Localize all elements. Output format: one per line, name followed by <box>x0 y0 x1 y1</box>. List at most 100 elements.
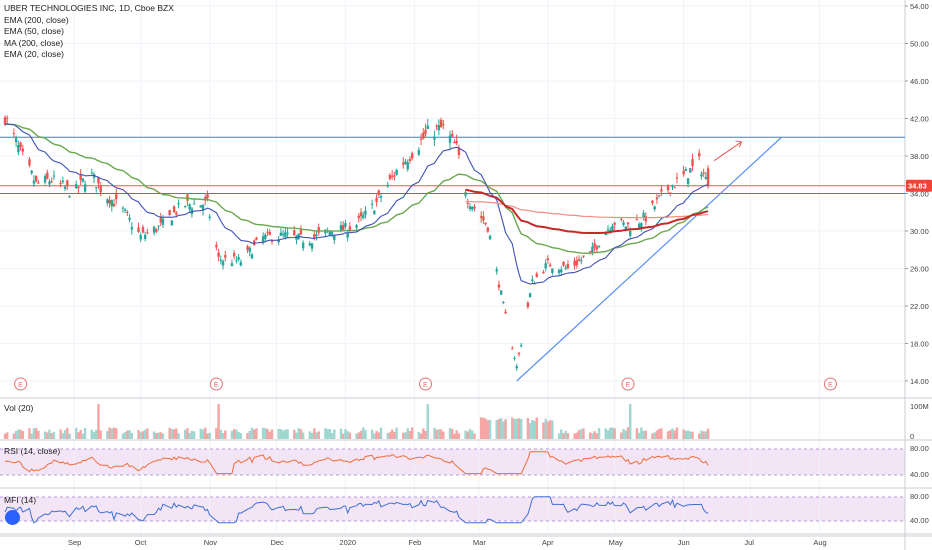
candle-body <box>408 158 412 161</box>
tradingview-logo-icon[interactable] <box>5 510 20 525</box>
volume-bar <box>137 429 140 439</box>
candle-body <box>591 246 594 253</box>
candle-body <box>342 225 345 231</box>
volume-bar <box>299 429 303 439</box>
volume-bar <box>32 428 36 439</box>
volume-bar <box>246 433 249 439</box>
mfi-tick-label: 80.00 <box>910 492 929 501</box>
candle-body <box>404 161 407 164</box>
volume-bar <box>562 433 565 439</box>
candle-body <box>531 279 534 282</box>
candle-body <box>253 240 256 245</box>
candle-body <box>671 185 674 188</box>
volume-tick-label: 100M <box>910 402 929 411</box>
candle-body <box>635 219 639 221</box>
volume-bar <box>577 430 581 439</box>
volume-bar <box>660 428 663 439</box>
candle-body <box>689 168 692 173</box>
candle-body <box>577 259 581 261</box>
time-axis-label: Jun <box>678 538 690 547</box>
candle-body <box>435 125 438 127</box>
candle-body <box>313 234 316 238</box>
candle-body <box>155 229 158 232</box>
candle-body <box>448 135 452 143</box>
volume-bar <box>682 429 685 439</box>
volume-bar <box>486 420 490 439</box>
volume-bar <box>582 428 585 439</box>
volume-bar <box>388 432 392 439</box>
candle-body <box>184 205 187 208</box>
candle-body <box>573 260 576 266</box>
volume-bar <box>221 433 225 439</box>
candle-body <box>284 232 287 238</box>
candle-body <box>141 227 145 233</box>
volume-bar <box>326 429 329 439</box>
volume-bar <box>497 419 501 439</box>
candle-body <box>373 210 376 215</box>
volume-bar <box>90 429 93 439</box>
candle-body <box>268 232 271 235</box>
time-axis-label: Mar <box>473 538 486 547</box>
volume-bar <box>604 428 607 439</box>
volume-bar <box>77 432 80 439</box>
candle-body <box>235 260 238 262</box>
candle-body <box>620 218 623 220</box>
volume-bar <box>139 432 142 439</box>
candle-body <box>442 124 445 126</box>
candle-body <box>582 255 585 257</box>
volume-bar <box>442 431 445 439</box>
last-price-label: 34.83 <box>908 182 927 191</box>
volume-bar <box>130 432 134 439</box>
volume-bar <box>419 433 423 439</box>
candle-body <box>79 174 82 180</box>
candle-body <box>83 184 87 192</box>
volume-bar <box>277 428 280 439</box>
volume-bar <box>108 427 111 439</box>
candle-body <box>386 184 389 187</box>
volume-bar <box>466 431 469 439</box>
volume-bar <box>609 427 612 439</box>
volume-bar <box>700 430 703 439</box>
price-tick-label: 42.00 <box>910 115 929 124</box>
volume-bar <box>253 429 256 439</box>
candle-body <box>453 142 456 144</box>
volume-bar <box>359 430 363 439</box>
candle-body <box>279 232 283 236</box>
candle-body <box>562 261 565 266</box>
candle-body <box>640 223 643 229</box>
volume-bar <box>110 428 113 439</box>
candle-body <box>468 206 472 210</box>
volume-bar <box>457 433 461 439</box>
earnings-marker-icon <box>621 377 635 391</box>
candle-body <box>451 133 454 137</box>
volume-bar <box>557 433 561 439</box>
candle-body <box>502 302 505 304</box>
ema50-line <box>4 123 709 254</box>
volume-bar <box>186 428 189 439</box>
volume-bar <box>560 429 563 439</box>
volume-bar <box>426 403 429 439</box>
candle-body <box>597 245 601 247</box>
rsi-panel-label: RSI (14, close) <box>4 446 61 456</box>
volume-bar <box>595 433 599 439</box>
price-tick-label: 50.00 <box>910 40 929 49</box>
volume-bar <box>215 428 218 439</box>
candle-body <box>152 226 156 233</box>
time-axis-label: Jul <box>744 538 754 547</box>
volume-bar <box>248 431 251 439</box>
candle-body <box>439 119 443 128</box>
volume-bar <box>204 427 207 439</box>
candle-body <box>99 185 102 193</box>
volume-bar <box>651 433 654 439</box>
candle-body <box>657 195 661 197</box>
volume-bar <box>188 432 191 439</box>
price-tick-label: 18.00 <box>910 340 929 349</box>
volume-bar <box>640 427 643 439</box>
volume-bar <box>46 432 49 439</box>
volume-bar <box>362 427 365 439</box>
chart-legend: UBER TECHNOLOGIES INC, 1D, Cboe BZX EMA … <box>4 3 174 61</box>
rsi-line <box>4 451 709 475</box>
volume-bar <box>177 433 180 439</box>
time-axis-label: Apr <box>542 538 554 547</box>
